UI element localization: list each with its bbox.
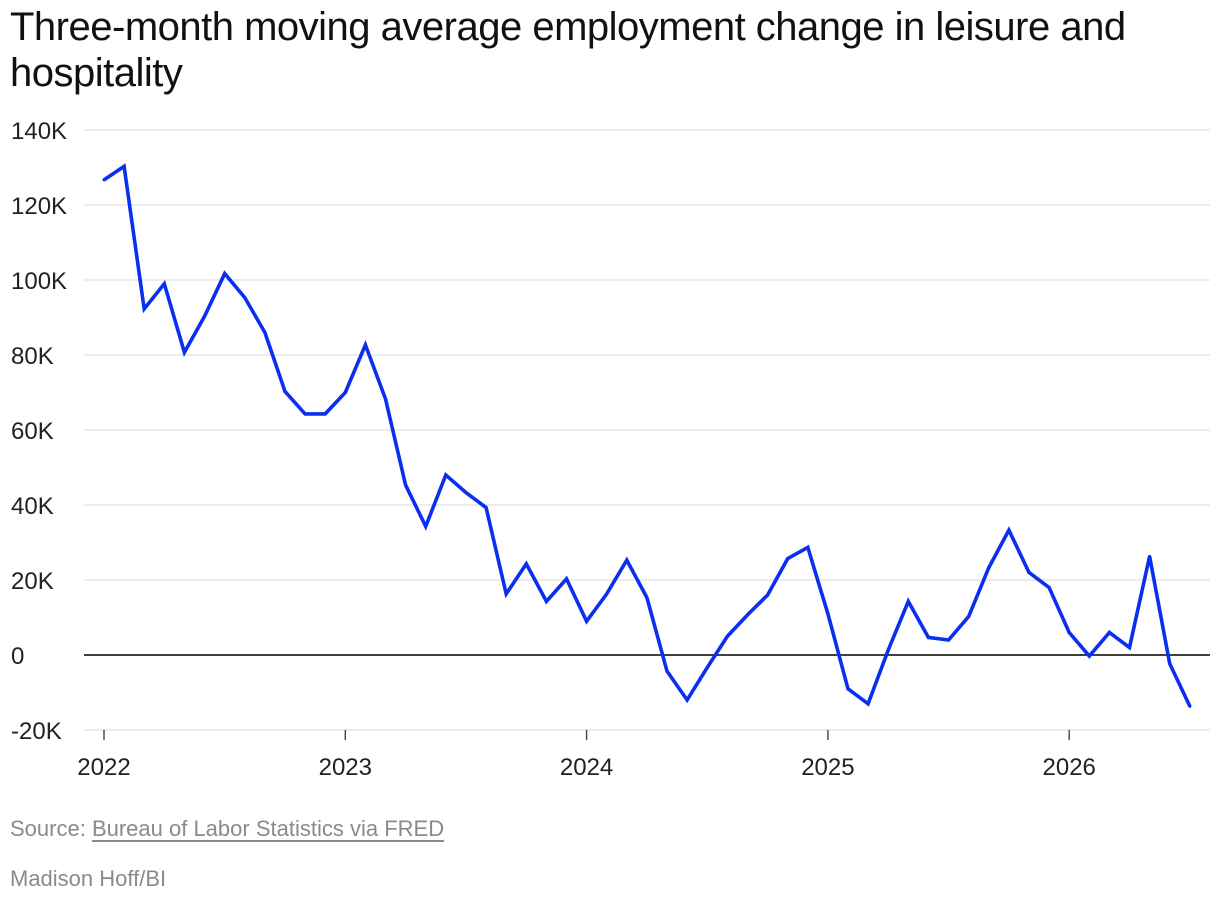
data-point bbox=[886, 648, 890, 652]
data-point bbox=[1047, 586, 1051, 589]
data-point bbox=[102, 178, 106, 182]
data-point bbox=[1107, 631, 1111, 634]
data-point bbox=[464, 491, 468, 495]
data-point bbox=[484, 506, 488, 510]
chart-title: Three-month moving average employment ch… bbox=[10, 5, 1126, 95]
data-point bbox=[303, 412, 307, 416]
data-point bbox=[203, 314, 206, 318]
data-point bbox=[746, 613, 749, 617]
data-point bbox=[786, 557, 790, 561]
data-point bbox=[705, 665, 709, 669]
data-point bbox=[665, 669, 669, 673]
data-point bbox=[685, 698, 689, 702]
data-point bbox=[766, 593, 770, 597]
data-point bbox=[1148, 554, 1152, 558]
y-tick-label: 140K bbox=[11, 118, 67, 145]
credit-note: Madison Hoff/BI bbox=[10, 866, 167, 891]
x-tick-label: 2023 bbox=[319, 754, 372, 781]
data-point bbox=[1027, 571, 1031, 574]
y-tick-label: 20K bbox=[11, 568, 54, 595]
gridlines bbox=[84, 129, 1210, 731]
y-tick-label: -20K bbox=[11, 718, 62, 745]
data-point bbox=[1067, 631, 1071, 634]
data-point bbox=[967, 614, 971, 618]
data-point bbox=[1087, 654, 1091, 658]
data-point bbox=[1188, 704, 1192, 708]
x-tick-label: 2022 bbox=[77, 754, 130, 781]
x-tick-label: 2025 bbox=[801, 754, 854, 781]
data-point bbox=[544, 599, 548, 603]
y-tick-label: 60K bbox=[11, 418, 54, 445]
data-point bbox=[323, 412, 327, 416]
series-line bbox=[102, 163, 1192, 708]
series-layer bbox=[102, 163, 1192, 708]
x-tick-label: 2024 bbox=[560, 754, 613, 781]
data-point bbox=[263, 331, 267, 334]
data-point bbox=[806, 545, 810, 549]
data-point bbox=[906, 599, 910, 603]
data-point bbox=[182, 350, 186, 354]
data-point bbox=[243, 296, 247, 300]
data-point bbox=[343, 391, 347, 394]
source-prefix: Source: bbox=[10, 816, 92, 841]
y-tick-label: 120K bbox=[11, 193, 67, 220]
x-axis-ticks: 2022 2023 2024 2025 2026 bbox=[77, 730, 1096, 781]
y-tick-label: 40K bbox=[11, 493, 54, 520]
data-point bbox=[223, 272, 227, 276]
data-point bbox=[926, 635, 930, 639]
data-point bbox=[1168, 662, 1172, 666]
data-point bbox=[826, 612, 830, 616]
y-tick-label: 100K bbox=[11, 268, 67, 295]
y-tick-label: 0 bbox=[11, 643, 24, 670]
y-axis-tick-labels: -20K 0 20K 40K 60K 80K 100K 120K 140K bbox=[11, 118, 67, 745]
source-link[interactable]: Bureau of Labor Statistics via FRED bbox=[91, 816, 445, 841]
data-point bbox=[866, 702, 870, 706]
data-point bbox=[725, 634, 729, 638]
data-point bbox=[846, 687, 850, 691]
data-point bbox=[424, 524, 428, 528]
data-point bbox=[987, 566, 991, 570]
data-point bbox=[404, 483, 408, 487]
data-point bbox=[605, 592, 609, 596]
data-point bbox=[162, 282, 166, 286]
data-point bbox=[625, 558, 629, 562]
data-point bbox=[645, 596, 649, 600]
data-point bbox=[1128, 646, 1131, 649]
data-point bbox=[384, 397, 387, 401]
data-point bbox=[1007, 528, 1011, 532]
data-point bbox=[142, 307, 146, 311]
data-point bbox=[947, 638, 951, 642]
data-point bbox=[565, 577, 568, 581]
data-point bbox=[122, 164, 126, 168]
data-point bbox=[444, 473, 448, 477]
data-point bbox=[363, 343, 367, 347]
y-tick-label: 80K bbox=[11, 343, 54, 370]
data-point bbox=[585, 619, 589, 623]
x-tick-label: 2026 bbox=[1043, 754, 1096, 781]
data-point bbox=[283, 389, 287, 393]
data-point bbox=[524, 562, 528, 566]
source-note: Source: Bureau of Labor Statistics via F… bbox=[10, 816, 444, 842]
data-point bbox=[504, 592, 508, 596]
